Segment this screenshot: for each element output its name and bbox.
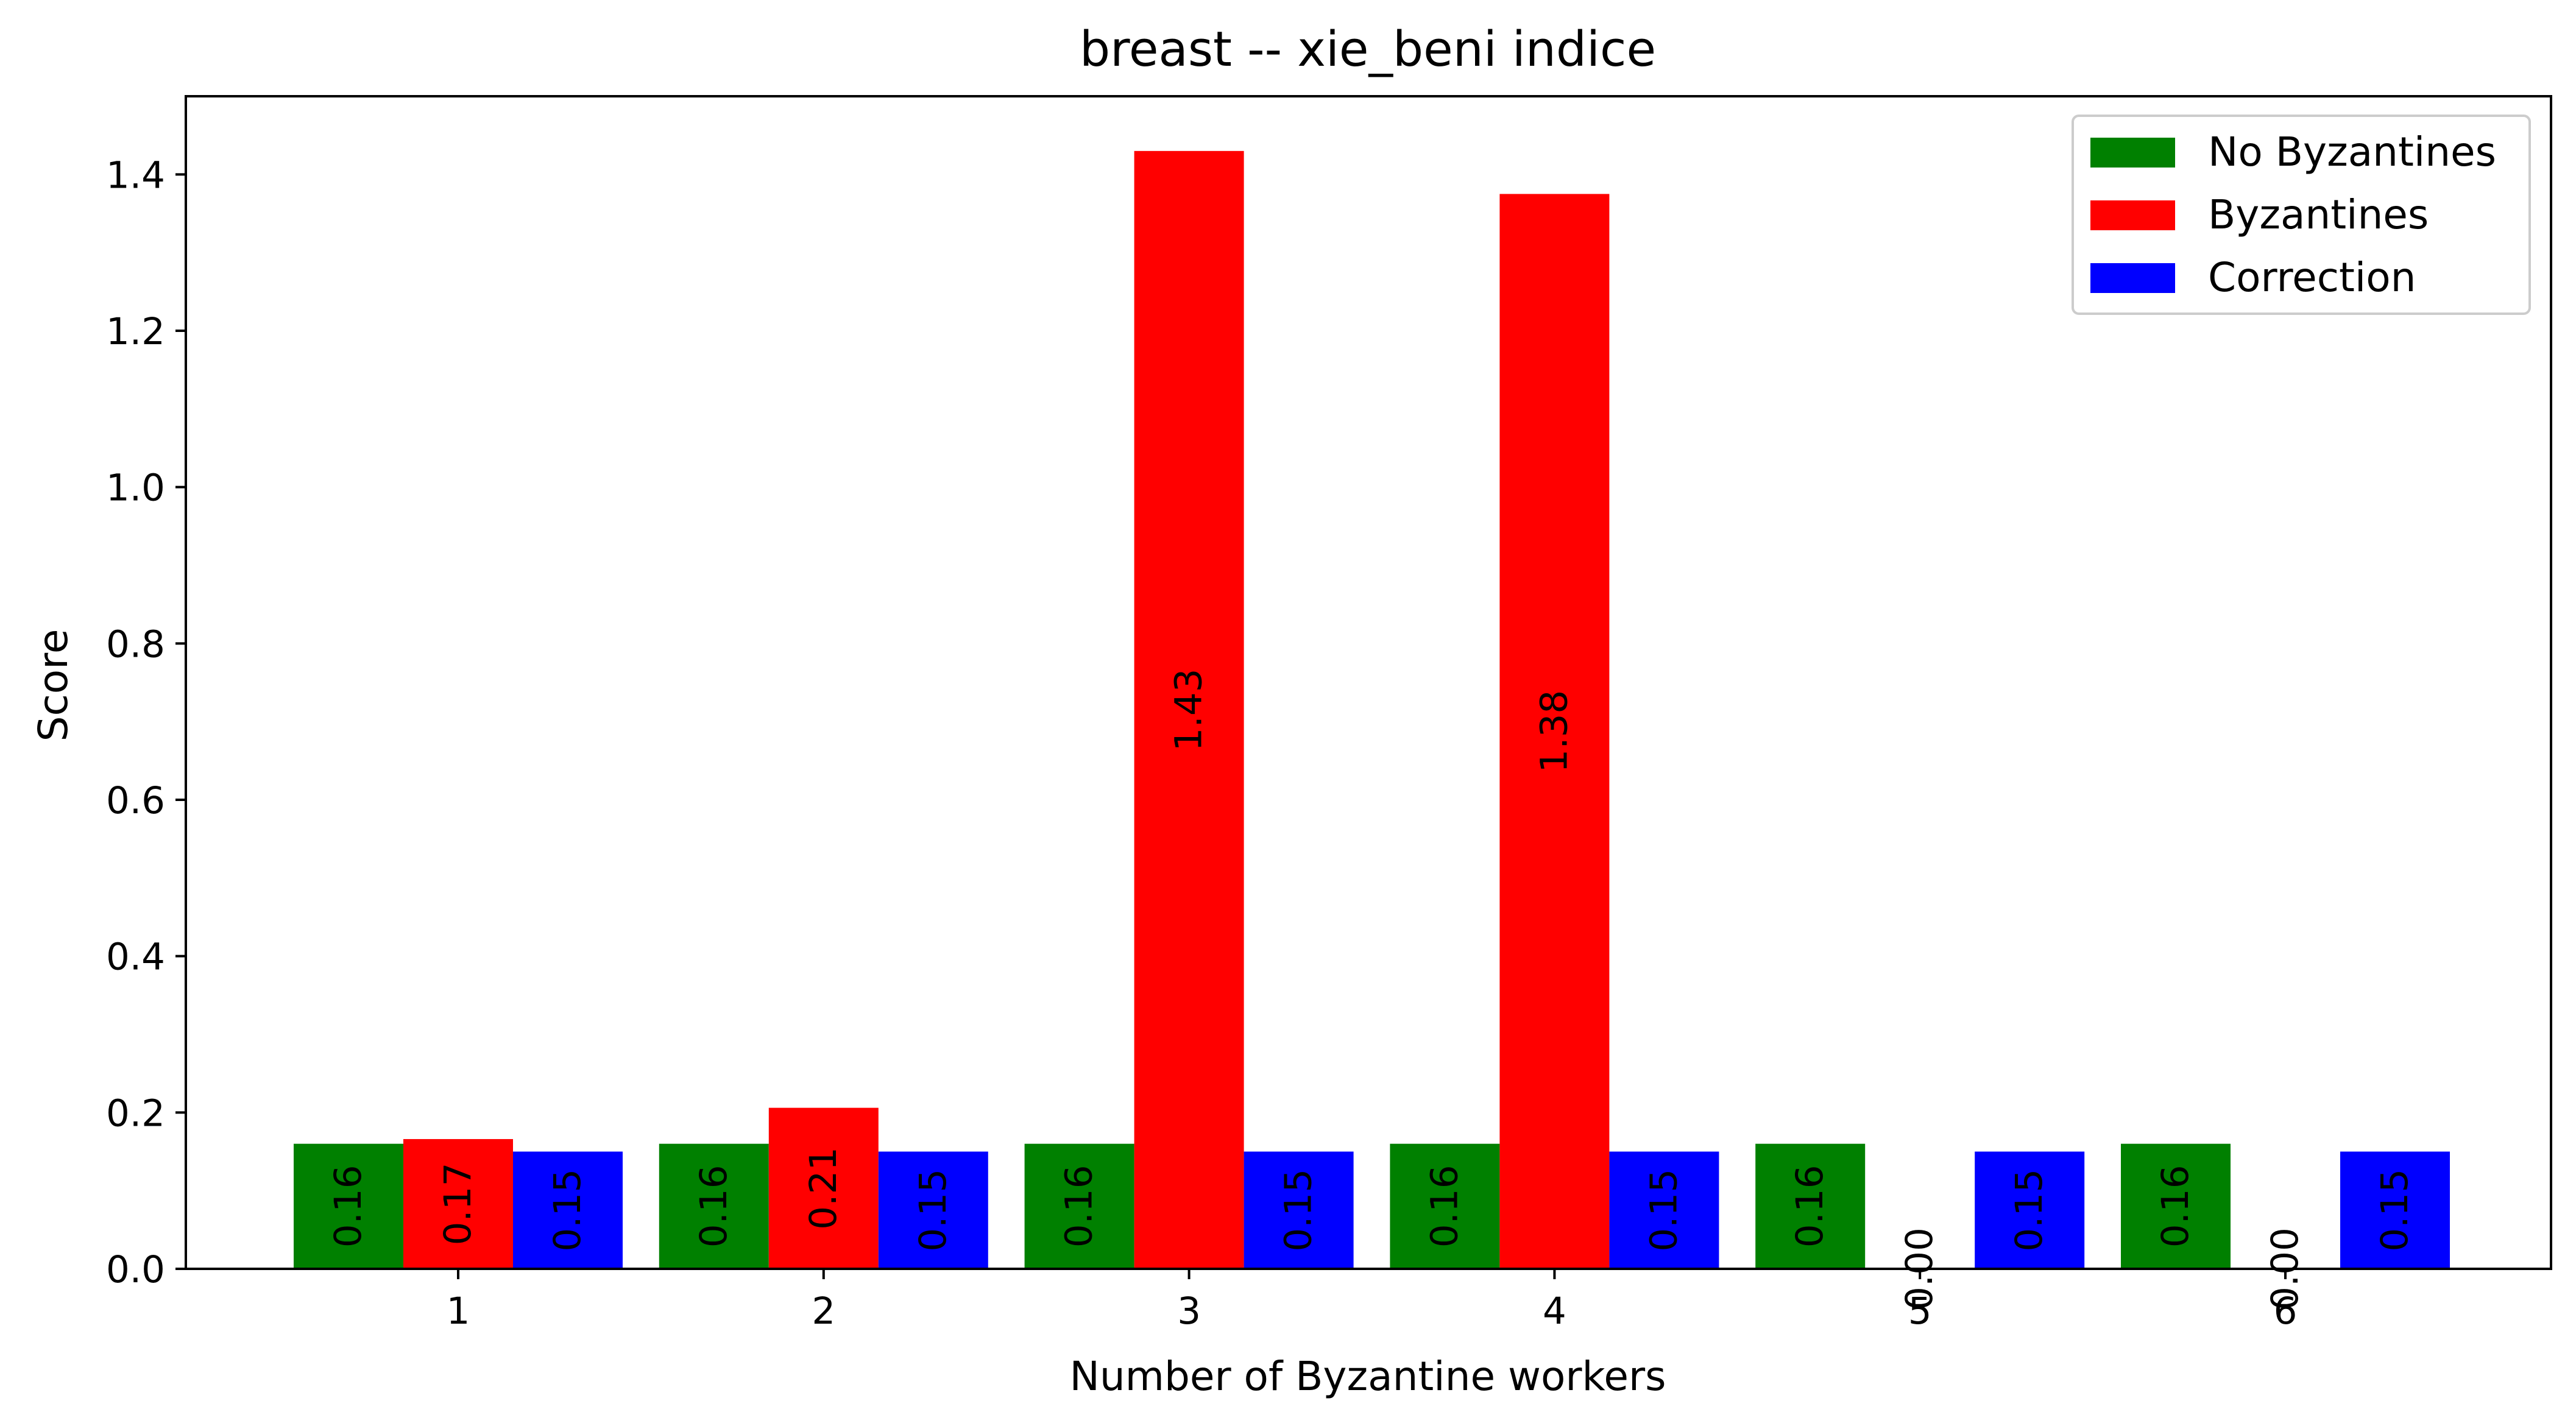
y-tick-label: 1.4 xyxy=(106,154,165,197)
bar xyxy=(403,1138,513,1269)
bar xyxy=(659,1143,769,1269)
y-tick-label: 0.6 xyxy=(106,779,165,822)
bar-value-label: 1.38 xyxy=(1532,690,1576,773)
x-tick-label: 3 xyxy=(1177,1290,1201,1333)
legend-swatch xyxy=(2090,263,2175,293)
bar xyxy=(878,1151,988,1269)
legend-swatch xyxy=(2090,138,2175,168)
plot-area: 0.16 0.17 0.15 0.16 0.21 0.15 0.16 1.43 0.15 0.16… xyxy=(185,95,2552,1310)
bar xyxy=(1244,1151,1354,1269)
x-tick-label: 2 xyxy=(812,1290,835,1333)
bar-value-label: 0.15 xyxy=(1642,1169,1685,1252)
y-tick-label: 0.0 xyxy=(106,1248,165,1291)
bar xyxy=(1499,194,1610,1269)
bar xyxy=(1975,1151,2085,1269)
y-tick-label: 1.2 xyxy=(106,310,165,353)
y-tick-label: 0.2 xyxy=(106,1092,165,1135)
legend: No Byzantines Byzantines Correction xyxy=(2072,115,2531,315)
y-tick-label: 1.0 xyxy=(106,467,165,510)
bar-value-label: 1.43 xyxy=(1167,669,1211,752)
bar xyxy=(2121,1143,2231,1269)
bar xyxy=(294,1143,403,1269)
bar xyxy=(2340,1151,2450,1269)
bar xyxy=(1609,1151,1719,1269)
bar xyxy=(513,1151,623,1269)
plot-frame xyxy=(185,95,2552,1270)
bar-value-label: 0.16 xyxy=(692,1165,735,1248)
bar xyxy=(1390,1143,1500,1269)
bar xyxy=(1024,1143,1134,1269)
bar-value-label: 0.16 xyxy=(1058,1165,1101,1248)
chart-title: breast -- xie_beni indice xyxy=(1080,21,1656,77)
bar-value-label: 0.15 xyxy=(2008,1169,2051,1252)
bar xyxy=(768,1107,879,1269)
x-tick-label: 6 xyxy=(2274,1290,2298,1333)
y-axis-label: Score xyxy=(30,629,77,742)
legend-label: No Byzantines xyxy=(2208,129,2496,175)
x-tick-label: 1 xyxy=(447,1290,470,1333)
x-axis: 1 2 3 4 5 6 xyxy=(447,1269,2298,1333)
bar-value-label: 0.16 xyxy=(1423,1165,1466,1248)
y-tick-label: 0.8 xyxy=(106,623,165,666)
x-tick-label: 4 xyxy=(1543,1290,1566,1333)
bar-value-label: 0.21 xyxy=(802,1147,845,1230)
legend-label: Byzantines xyxy=(2208,191,2429,238)
x-axis-label: Number of Byzantine workers xyxy=(1069,1353,1666,1400)
bar-value-label: 0.15 xyxy=(1277,1169,1320,1252)
legend-swatch xyxy=(2090,200,2175,230)
bar xyxy=(1134,150,1244,1269)
y-axis: 0.0 0.2 0.4 0.6 0.8 1.0 1.2 1.4 xyxy=(106,154,186,1291)
bar-value-label: 0.16 xyxy=(327,1165,370,1248)
bar xyxy=(1755,1143,1866,1269)
bar-value-label: 0.15 xyxy=(546,1169,589,1252)
bar-value-label: 0.17 xyxy=(436,1163,479,1246)
bar-value-label: 0.15 xyxy=(911,1169,955,1252)
bar-value-label: 0.16 xyxy=(2154,1165,2197,1248)
y-tick-label: 0.4 xyxy=(106,936,165,979)
legend-box xyxy=(2072,115,2531,315)
bar-value-label: 0.15 xyxy=(2373,1169,2416,1252)
bar-value-label: 0.16 xyxy=(1788,1165,1831,1248)
legend-label: Correction xyxy=(2208,254,2416,301)
x-tick-label: 5 xyxy=(1908,1290,1932,1333)
